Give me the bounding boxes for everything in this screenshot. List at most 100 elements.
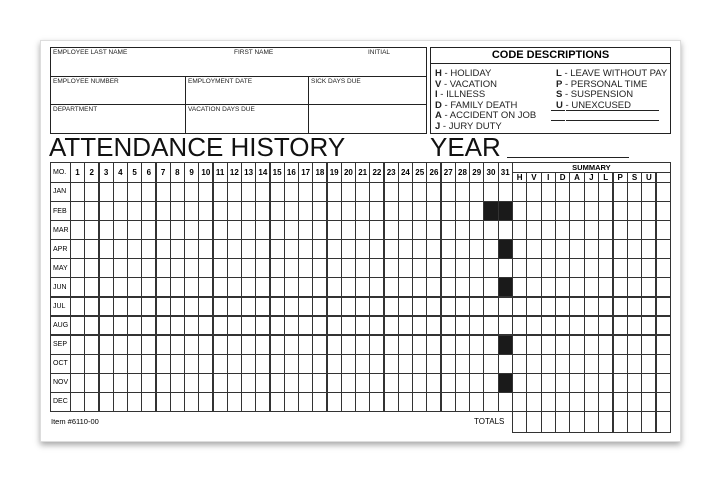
day-cell[interactable] bbox=[383, 201, 399, 221]
day-cell[interactable] bbox=[312, 277, 328, 298]
day-cell[interactable] bbox=[469, 391, 485, 412]
day-cell[interactable] bbox=[198, 258, 214, 279]
day-cell[interactable] bbox=[269, 220, 285, 241]
day-cell[interactable] bbox=[383, 239, 399, 260]
day-cell[interactable] bbox=[155, 372, 171, 393]
summary-cell[interactable] bbox=[626, 239, 643, 260]
day-cell[interactable] bbox=[454, 239, 470, 260]
summary-cell[interactable] bbox=[540, 296, 556, 317]
day-cell[interactable] bbox=[184, 258, 200, 279]
day-cell[interactable] bbox=[355, 182, 371, 202]
day-cell[interactable] bbox=[383, 277, 399, 298]
day-cell[interactable] bbox=[355, 239, 371, 260]
summary-cell[interactable] bbox=[526, 201, 542, 221]
summary-cell[interactable] bbox=[512, 182, 528, 202]
day-cell[interactable] bbox=[169, 391, 185, 412]
day-cell[interactable] bbox=[483, 315, 499, 336]
day-cell[interactable] bbox=[426, 182, 442, 202]
summary-cell[interactable] bbox=[626, 296, 643, 317]
day-cell[interactable] bbox=[312, 334, 328, 355]
day-cell[interactable] bbox=[255, 353, 271, 374]
day-cell[interactable] bbox=[127, 334, 143, 355]
day-cell[interactable] bbox=[326, 315, 342, 336]
day-cell[interactable] bbox=[369, 334, 385, 355]
day-cell[interactable] bbox=[469, 220, 485, 241]
day-cell[interactable] bbox=[269, 201, 285, 221]
day-cell[interactable] bbox=[440, 391, 456, 412]
summary-cell[interactable] bbox=[626, 201, 643, 221]
day-cell[interactable] bbox=[226, 258, 242, 279]
day-cell[interactable] bbox=[469, 353, 485, 374]
summary-cell[interactable] bbox=[526, 182, 542, 202]
summary-cell[interactable] bbox=[526, 353, 542, 374]
summary-cell[interactable] bbox=[569, 201, 585, 221]
day-cell[interactable] bbox=[212, 391, 228, 412]
day-cell[interactable] bbox=[340, 334, 356, 355]
summary-cell[interactable] bbox=[583, 201, 599, 221]
day-cell[interactable] bbox=[340, 182, 356, 202]
day-cell[interactable] bbox=[483, 277, 499, 298]
day-cell[interactable] bbox=[212, 220, 228, 241]
day-cell[interactable] bbox=[198, 353, 214, 374]
day-cell[interactable] bbox=[454, 220, 470, 241]
summary-cell[interactable] bbox=[612, 201, 628, 221]
day-cell[interactable] bbox=[497, 277, 513, 298]
day-cell[interactable] bbox=[255, 315, 271, 336]
summary-cell[interactable] bbox=[612, 296, 628, 317]
day-cell[interactable] bbox=[169, 182, 185, 202]
day-cell[interactable] bbox=[426, 239, 442, 260]
summary-cell[interactable] bbox=[598, 296, 614, 317]
summary-cell[interactable] bbox=[569, 258, 585, 279]
totals-cell[interactable] bbox=[555, 411, 571, 433]
day-cell[interactable] bbox=[397, 258, 413, 279]
summary-cell[interactable] bbox=[641, 258, 657, 279]
day-cell[interactable] bbox=[383, 334, 399, 355]
day-cell[interactable] bbox=[283, 391, 299, 412]
summary-cell[interactable] bbox=[569, 315, 585, 336]
summary-cell[interactable] bbox=[626, 220, 643, 241]
day-cell[interactable] bbox=[255, 296, 271, 317]
summary-cell[interactable] bbox=[526, 372, 542, 393]
day-cell[interactable] bbox=[497, 372, 513, 393]
summary-cell[interactable] bbox=[555, 372, 571, 393]
day-cell[interactable] bbox=[98, 391, 114, 412]
day-cell[interactable] bbox=[369, 220, 385, 241]
day-cell[interactable] bbox=[483, 258, 499, 279]
summary-cell[interactable] bbox=[641, 182, 657, 202]
day-cell[interactable] bbox=[483, 182, 499, 202]
day-cell[interactable] bbox=[141, 315, 157, 336]
day-cell[interactable] bbox=[155, 315, 171, 336]
day-cell[interactable] bbox=[469, 334, 485, 355]
summary-cell[interactable] bbox=[626, 391, 643, 412]
day-cell[interactable] bbox=[127, 182, 143, 202]
day-cell[interactable] bbox=[226, 277, 242, 298]
summary-cell[interactable] bbox=[569, 277, 585, 298]
day-cell[interactable] bbox=[112, 258, 128, 279]
summary-cell[interactable] bbox=[641, 334, 657, 355]
day-cell[interactable] bbox=[98, 277, 114, 298]
day-cell[interactable] bbox=[397, 315, 413, 336]
summary-cell[interactable] bbox=[626, 182, 643, 202]
day-cell[interactable] bbox=[112, 220, 128, 241]
day-cell[interactable] bbox=[397, 182, 413, 202]
summary-cell[interactable] bbox=[583, 315, 599, 336]
day-cell[interactable] bbox=[326, 258, 342, 279]
day-cell[interactable] bbox=[340, 258, 356, 279]
day-cell[interactable] bbox=[283, 220, 299, 241]
day-cell[interactable] bbox=[312, 353, 328, 374]
day-cell[interactable] bbox=[454, 277, 470, 298]
summary-cell[interactable] bbox=[641, 315, 657, 336]
day-cell[interactable] bbox=[383, 296, 399, 317]
custom-code-line[interactable] bbox=[551, 120, 565, 121]
day-cell[interactable] bbox=[241, 182, 257, 202]
summary-cell[interactable] bbox=[612, 391, 628, 412]
day-cell[interactable] bbox=[326, 201, 342, 221]
day-cell[interactable] bbox=[84, 258, 100, 279]
totals-cell[interactable] bbox=[540, 411, 556, 433]
day-cell[interactable] bbox=[369, 258, 385, 279]
day-cell[interactable] bbox=[355, 391, 371, 412]
day-cell[interactable] bbox=[112, 353, 128, 374]
summary-cell[interactable] bbox=[512, 315, 528, 336]
summary-cell[interactable] bbox=[598, 239, 614, 260]
day-cell[interactable] bbox=[497, 315, 513, 336]
